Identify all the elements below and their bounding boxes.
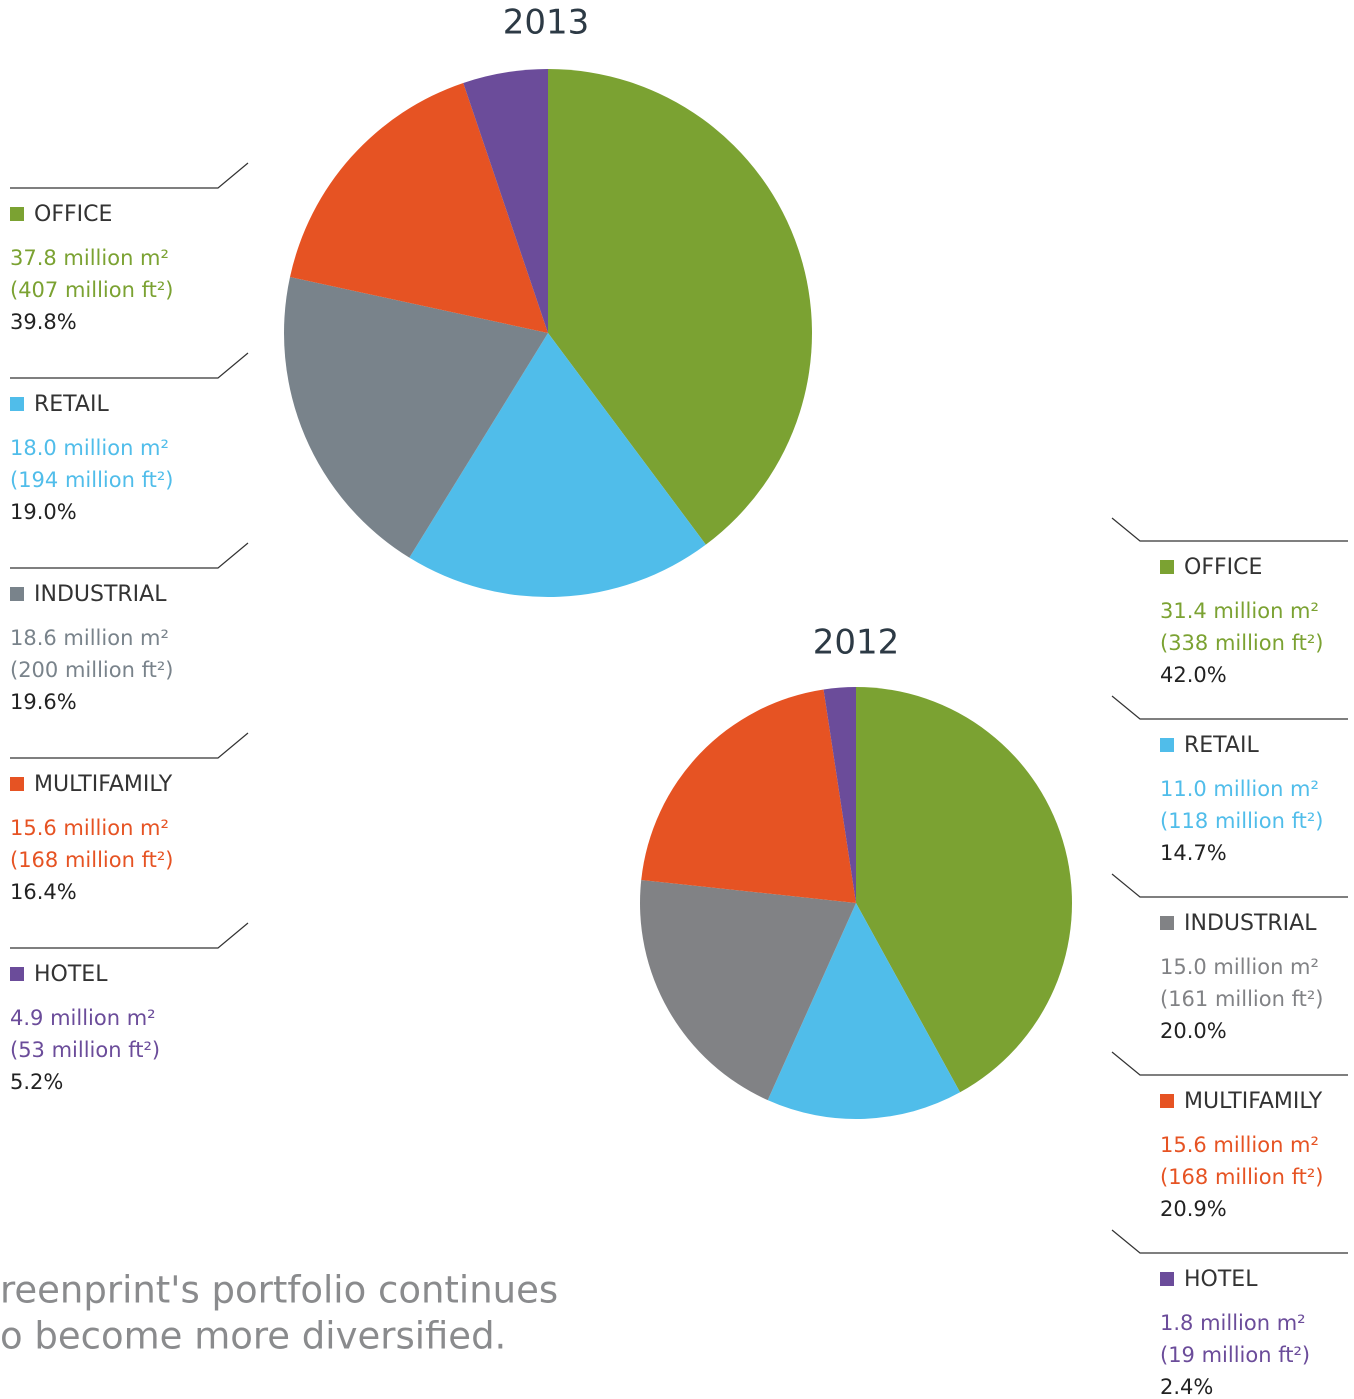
legend-label: MULTIFAMILY	[1184, 1089, 1323, 1114]
legend-swatch	[10, 207, 24, 221]
legend-label: OFFICE	[1184, 555, 1262, 580]
percent-label: 20.9%	[1160, 1197, 1227, 1221]
area-ft2: (53 million ft²)	[10, 1038, 160, 1062]
area-m2: 18.6 million m²	[10, 626, 169, 650]
area-ft2: (19 million ft²)	[1160, 1343, 1310, 1367]
leader-line	[1111, 873, 1348, 898]
area-ft2: (407 million ft²)	[10, 278, 173, 302]
percent-label: 5.2%	[10, 1070, 63, 1094]
area-ft2: (200 million ft²)	[10, 658, 173, 682]
legend-label: HOTEL	[34, 962, 108, 987]
legend-swatch	[1160, 1272, 1174, 1286]
area-m2: 37.8 million m²	[10, 246, 169, 270]
percent-label: 19.0%	[10, 500, 77, 524]
area-ft2: (194 million ft²)	[10, 468, 173, 492]
pie-slice	[290, 82, 548, 333]
pie-slice	[767, 903, 961, 1119]
percent-label: 42.0%	[1160, 663, 1227, 687]
pie-slice	[640, 879, 856, 1101]
leader-line	[1111, 517, 1348, 542]
percent-label: 39.8%	[10, 310, 77, 334]
area-m2: 15.6 million m²	[1160, 1133, 1319, 1157]
legend-swatch	[1160, 560, 1174, 574]
legend-label: MULTIFAMILY	[34, 772, 173, 797]
leader-line	[10, 352, 249, 379]
legend-label: HOTEL	[1184, 1267, 1258, 1292]
pie-slice	[856, 687, 1072, 1093]
leader-line	[1111, 1051, 1348, 1076]
leader-line	[1111, 1229, 1348, 1254]
legend-label: INDUSTRIAL	[1184, 911, 1317, 936]
legend-swatch	[10, 587, 24, 601]
pie-slice	[548, 69, 813, 545]
area-m2: 31.4 million m²	[1160, 599, 1319, 623]
area-m2: 11.0 million m²	[1160, 777, 1319, 801]
legend-label: INDUSTRIAL	[34, 582, 167, 607]
legend-swatch	[10, 777, 24, 791]
chart-title: 2012	[813, 623, 900, 663]
percent-label: 19.6%	[10, 690, 77, 714]
area-m2: 15.0 million m²	[1160, 955, 1319, 979]
area-m2: 15.6 million m²	[10, 816, 169, 840]
area-m2: 18.0 million m²	[10, 436, 169, 460]
percent-label: 16.4%	[10, 880, 77, 904]
area-ft2: (161 million ft²)	[1160, 987, 1323, 1011]
area-m2: 1.8 million m²	[1160, 1311, 1306, 1335]
area-ft2: (168 million ft²)	[10, 848, 173, 872]
legend-label: RETAIL	[1184, 733, 1259, 758]
leader-line	[10, 542, 249, 569]
leader-line	[10, 162, 249, 189]
legend-label: OFFICE	[34, 202, 112, 227]
caption: o become more diversified.	[0, 1315, 506, 1358]
area-ft2: (118 million ft²)	[1160, 809, 1323, 833]
caption: reenprint's portfolio continues	[0, 1269, 558, 1312]
pie-slice	[284, 277, 548, 558]
legend-swatch	[1160, 916, 1174, 930]
leader-line	[10, 922, 249, 949]
legend-label: RETAIL	[34, 392, 109, 417]
area-ft2: (168 million ft²)	[1160, 1165, 1323, 1189]
percent-label: 2.4%	[1160, 1375, 1213, 1399]
legend-swatch	[10, 397, 24, 411]
percent-label: 14.7%	[1160, 841, 1227, 865]
area-ft2: (338 million ft²)	[1160, 631, 1323, 655]
leader-line	[1111, 695, 1348, 720]
pie-slice	[409, 333, 706, 598]
chart-title: 2013	[503, 3, 590, 43]
pie-slice	[823, 686, 856, 903]
leader-line	[10, 732, 249, 759]
legend-swatch	[10, 967, 24, 981]
legend-swatch	[1160, 1094, 1174, 1108]
percent-label: 20.0%	[1160, 1019, 1227, 1043]
pie-slice	[641, 689, 856, 903]
area-m2: 4.9 million m²	[10, 1006, 156, 1030]
pie-slice	[463, 69, 548, 333]
legend-swatch	[1160, 738, 1174, 752]
